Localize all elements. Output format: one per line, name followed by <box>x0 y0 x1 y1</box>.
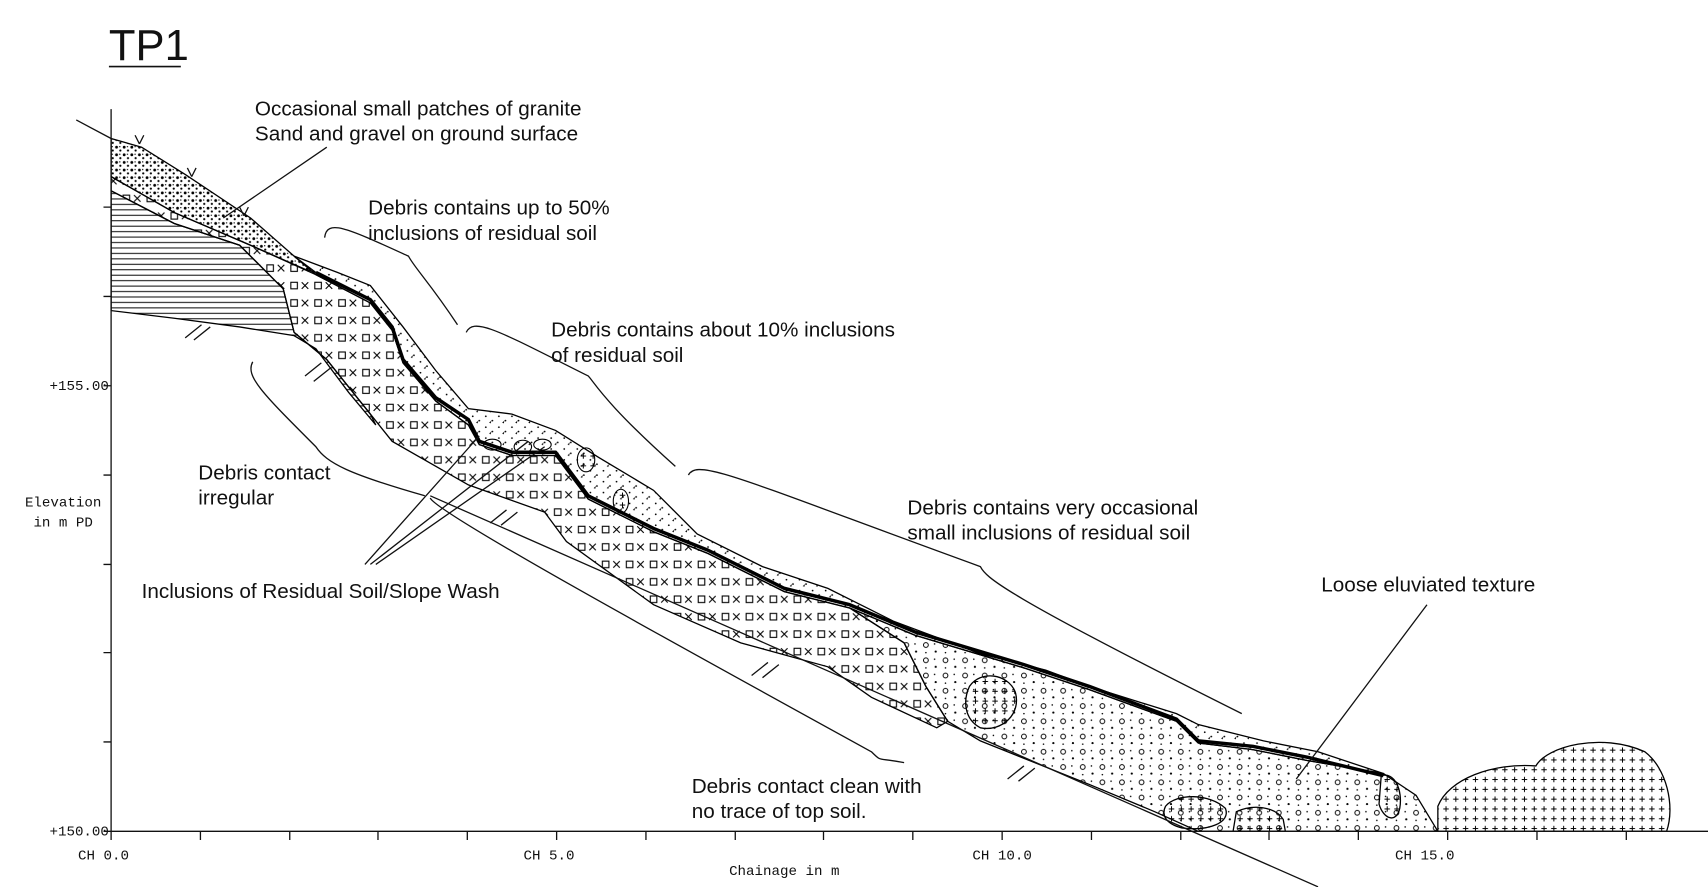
boulder <box>1438 742 1670 831</box>
boulder <box>1379 775 1400 818</box>
title: TP1 <box>109 22 189 70</box>
annotation: Loose eluviated texture <box>1321 574 1535 597</box>
long-line <box>430 496 1318 887</box>
x-tick-label: CH 5.0 <box>524 849 575 865</box>
y-tick-label: +150.00 <box>49 825 108 841</box>
annotation: Debris contains very occasional <box>907 496 1198 519</box>
ground-surface-extension <box>76 120 111 139</box>
x-tick-label: CH 0.0 <box>78 849 129 865</box>
annotation: Inclusions of Residual Soil/Slope Wash <box>142 580 500 603</box>
annotation: Debris contact clean with <box>692 775 922 798</box>
y-tick-label: +155.00 <box>49 379 108 395</box>
strata <box>76 120 1670 887</box>
y-axis-label: in m PD <box>33 515 92 531</box>
page: {"title": "TP1", "annotations": { "grani… <box>0 0 1708 887</box>
leader <box>223 147 326 218</box>
x-axis-label: Chainage in m <box>729 864 839 880</box>
x-axis <box>111 831 1708 840</box>
y-axis <box>103 109 111 831</box>
labels: TP1 Occasional small patches of granite … <box>109 22 1535 823</box>
leader <box>1296 605 1427 779</box>
y-axis-label: Elevation <box>25 496 101 512</box>
annotation: of residual soil <box>551 344 683 367</box>
annotation: Debris contact <box>198 461 330 484</box>
inclusion <box>577 448 594 472</box>
annotation: Occasional small patches of granite <box>255 98 582 121</box>
annotation: Debris contains up to 50% <box>368 197 609 220</box>
annotation: irregular <box>198 487 274 510</box>
annotation: Sand and gravel on ground surface <box>255 123 578 146</box>
axes: +155.00 +150.00 Elevation in m PD CH 0.0… <box>25 109 1708 880</box>
x-tick-label: CH 15.0 <box>1395 849 1454 865</box>
annotation: Debris contains about 10% inclusions <box>551 319 895 342</box>
debris-contact <box>316 272 1384 775</box>
annotation: small inclusions of residual soil <box>907 521 1190 544</box>
annotation: no trace of top soil. <box>692 800 867 823</box>
x-tick-label: CH 10.0 <box>972 849 1031 865</box>
cross-section: +155.00 +150.00 Elevation in m PD CH 0.0… <box>0 0 1708 887</box>
annotation: inclusions of residual soil <box>368 222 597 245</box>
